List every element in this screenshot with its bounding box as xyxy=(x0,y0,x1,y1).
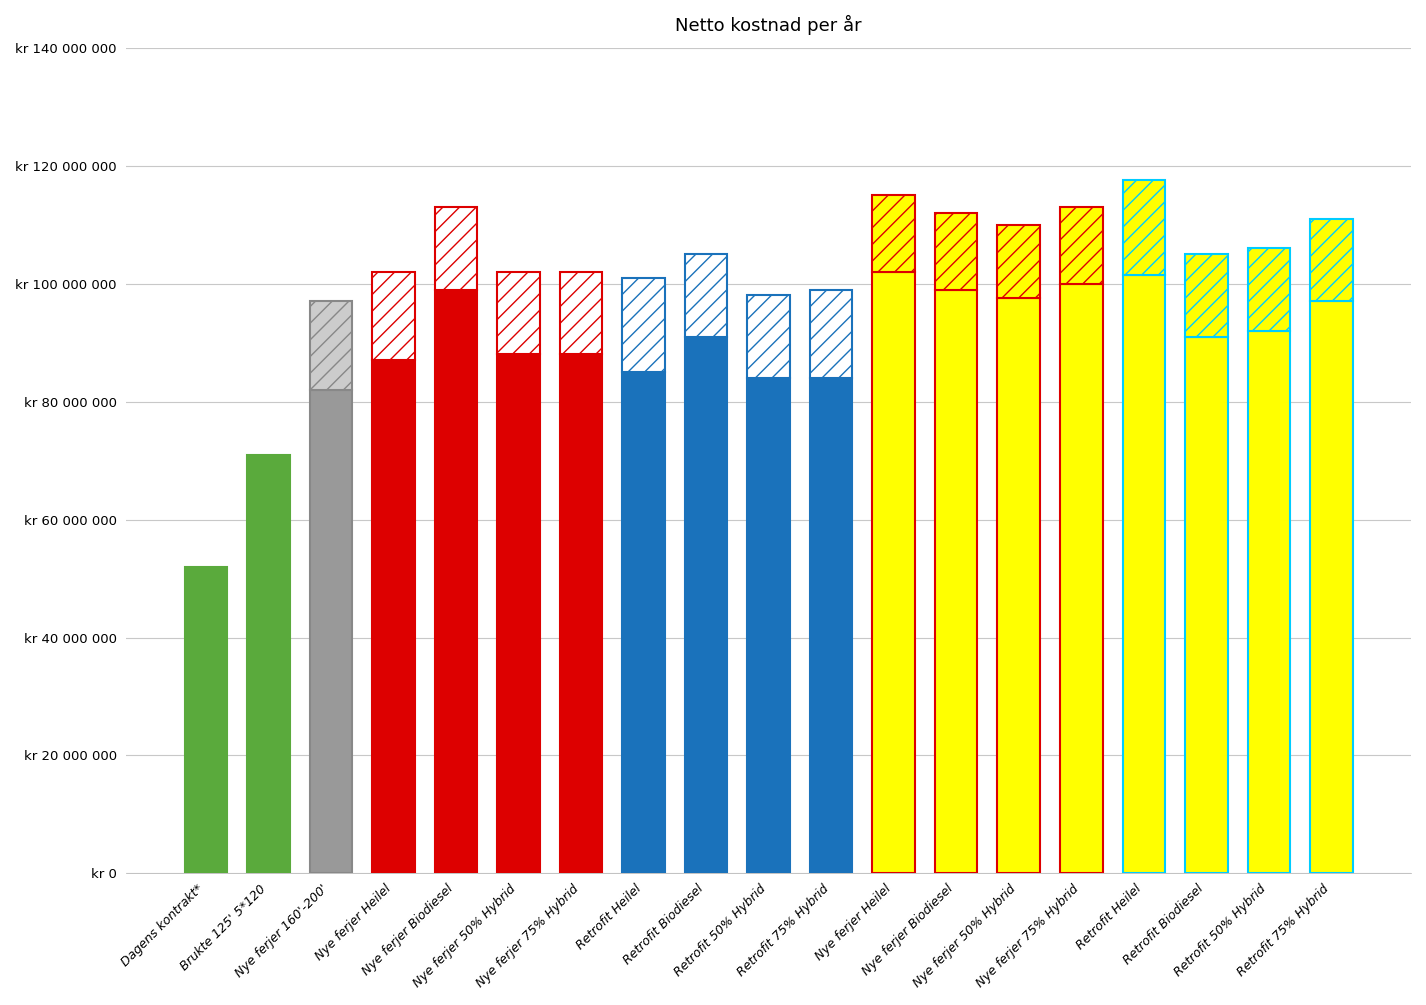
Bar xyxy=(1185,337,1228,873)
Bar xyxy=(1122,181,1165,274)
Bar xyxy=(435,289,478,873)
Bar xyxy=(684,254,727,337)
Bar xyxy=(873,195,915,271)
Bar xyxy=(1248,331,1291,873)
Bar xyxy=(1310,302,1353,873)
Bar xyxy=(247,454,289,873)
Bar xyxy=(998,298,1040,873)
Bar xyxy=(810,378,853,873)
Bar xyxy=(998,225,1040,298)
Bar xyxy=(747,295,790,378)
Bar xyxy=(309,390,352,873)
Bar xyxy=(1060,207,1102,283)
Bar xyxy=(935,289,977,873)
Bar xyxy=(873,271,915,873)
Bar xyxy=(810,289,853,378)
Bar xyxy=(622,372,665,873)
Bar xyxy=(560,355,602,873)
Title: Netto kostnad per år: Netto kostnad per år xyxy=(676,15,861,35)
Bar xyxy=(1185,254,1228,337)
Bar xyxy=(372,271,415,361)
Bar xyxy=(560,271,602,355)
Bar xyxy=(1310,219,1353,302)
Bar xyxy=(435,207,478,289)
Bar xyxy=(498,271,540,355)
Bar xyxy=(684,337,727,873)
Bar xyxy=(372,361,415,873)
Bar xyxy=(1248,248,1291,331)
Bar xyxy=(309,302,352,390)
Bar xyxy=(1060,283,1102,873)
Bar xyxy=(498,355,540,873)
Bar xyxy=(1122,274,1165,873)
Bar xyxy=(622,277,665,372)
Bar xyxy=(935,213,977,289)
Bar xyxy=(747,378,790,873)
Bar xyxy=(185,567,227,873)
